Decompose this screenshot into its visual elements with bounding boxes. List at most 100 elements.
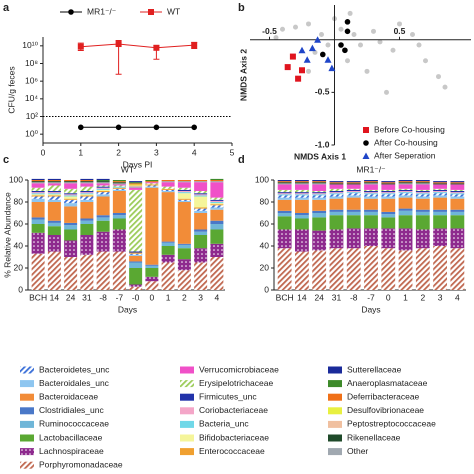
bar-segment bbox=[346, 195, 361, 198]
bar-segment bbox=[210, 199, 224, 201]
bar-segment bbox=[177, 180, 191, 182]
y-tick-label: 100 bbox=[9, 174, 23, 184]
background-point bbox=[416, 42, 422, 48]
legend-label: Lachnospiraceae bbox=[39, 446, 104, 456]
bar-segment bbox=[329, 211, 344, 216]
bar-segment bbox=[295, 180, 309, 182]
bar-segment bbox=[312, 217, 327, 231]
bar-segment bbox=[194, 235, 208, 249]
legend-swatch bbox=[20, 380, 34, 388]
bar-segment bbox=[64, 240, 78, 257]
bar-segment bbox=[346, 188, 361, 190]
legend-marker bbox=[148, 9, 154, 15]
legend-label: MR1⁻/⁻ bbox=[87, 6, 117, 16]
x-tick-label: 3 bbox=[198, 292, 203, 302]
x-tick-label: 5 bbox=[230, 147, 235, 157]
bar-segment bbox=[398, 183, 413, 185]
bar-segment bbox=[194, 180, 208, 182]
background-point bbox=[384, 89, 389, 95]
bar-segment bbox=[381, 217, 396, 229]
x-tick-label: 0.5 bbox=[394, 26, 406, 36]
bar-segment bbox=[364, 184, 378, 190]
bar-segment bbox=[415, 182, 430, 184]
marker bbox=[153, 44, 160, 51]
bar-segment bbox=[31, 180, 45, 182]
bar-segment bbox=[64, 195, 78, 197]
bar-segment bbox=[450, 181, 465, 183]
bar-segment bbox=[96, 182, 110, 184]
bar-segment bbox=[295, 197, 309, 200]
bar-segment bbox=[194, 181, 208, 183]
legend-swatch bbox=[328, 434, 342, 442]
bar-segment bbox=[433, 215, 447, 229]
bar-segment bbox=[433, 211, 447, 216]
y-tick-label: 60 bbox=[14, 218, 24, 228]
bar-segment bbox=[31, 253, 45, 290]
bar-segment bbox=[329, 194, 344, 197]
bar-segment bbox=[364, 180, 378, 182]
bar-segment bbox=[64, 225, 78, 230]
bar-segment bbox=[161, 180, 175, 182]
marker bbox=[191, 124, 197, 131]
bar-segment bbox=[381, 214, 396, 218]
bar-segment bbox=[312, 195, 327, 198]
bar-segment bbox=[64, 198, 78, 200]
bar-segment bbox=[346, 228, 361, 249]
bar-segment bbox=[433, 182, 447, 184]
bar-segment bbox=[381, 182, 396, 184]
bar-segment bbox=[194, 208, 208, 211]
bar-segment bbox=[177, 189, 191, 191]
legend-label: Anaeroplasmataceae bbox=[347, 378, 428, 388]
marker bbox=[78, 124, 84, 131]
bar-segment bbox=[210, 243, 224, 257]
bar-segment bbox=[433, 191, 447, 193]
bar-segment bbox=[210, 181, 224, 183]
bar-segment bbox=[194, 193, 208, 195]
legend-label: Rikenellaceae bbox=[347, 432, 401, 442]
bar-segment bbox=[277, 181, 292, 183]
bar-segment bbox=[145, 184, 159, 186]
bar-segment bbox=[433, 181, 447, 183]
bar-segment bbox=[80, 254, 94, 290]
bar-segment bbox=[295, 183, 309, 185]
bar-segment bbox=[329, 191, 344, 193]
bar-segment bbox=[312, 191, 327, 193]
bar-segment bbox=[129, 185, 143, 187]
bar-segment bbox=[161, 188, 175, 190]
bar-segment bbox=[177, 243, 191, 245]
bar-segment bbox=[329, 198, 344, 210]
bar-segment bbox=[312, 210, 327, 213]
bar-segment bbox=[381, 192, 396, 194]
background-point bbox=[325, 42, 331, 48]
bar-segment bbox=[398, 228, 413, 251]
bar-segment bbox=[277, 182, 292, 184]
bar-segment bbox=[346, 215, 361, 229]
bar-segment bbox=[129, 181, 143, 183]
y-tick-label: 10² bbox=[26, 111, 38, 121]
bar-segment bbox=[129, 189, 143, 252]
legend-label: WT bbox=[167, 6, 180, 16]
bar-segment bbox=[194, 210, 208, 213]
bar-segment bbox=[398, 191, 413, 193]
bar-segment bbox=[329, 196, 344, 199]
bar-segment bbox=[31, 181, 45, 183]
bar-segment bbox=[96, 217, 110, 221]
bar-segment bbox=[381, 211, 396, 215]
legend-label: Ruminococcaceae bbox=[39, 419, 109, 429]
bar-segment bbox=[433, 184, 447, 189]
background-point bbox=[293, 24, 298, 30]
x-tick-label: 2 bbox=[182, 292, 187, 302]
bar-segment bbox=[112, 213, 126, 216]
bar-segment bbox=[177, 187, 191, 190]
bar-segment bbox=[161, 192, 175, 242]
bar-segment bbox=[329, 229, 344, 249]
bar-segment bbox=[433, 192, 447, 194]
bar-segment bbox=[145, 186, 159, 188]
bar-segment bbox=[346, 181, 361, 183]
bar-segment bbox=[80, 220, 94, 224]
bar-segment bbox=[398, 250, 413, 290]
bar-segment bbox=[433, 189, 447, 191]
bar-segment bbox=[312, 182, 327, 184]
bar-segment bbox=[277, 184, 292, 190]
bar-segment bbox=[346, 182, 361, 184]
